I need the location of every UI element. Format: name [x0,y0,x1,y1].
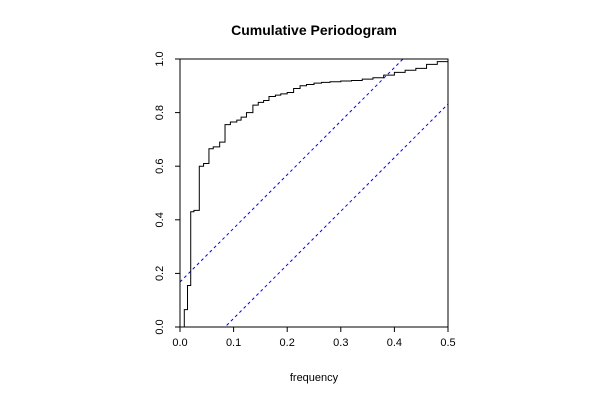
series-layer [180,59,448,327]
y-tick-label: 0.4 [154,212,166,227]
x-tick-label: 0.5 [440,337,455,349]
cumulative-periodogram-line [180,59,448,327]
x-tick-label: 0.0 [172,337,187,349]
y-tick-label: 1.0 [154,51,166,66]
y-tick-label: 0.2 [154,266,166,281]
x-tick-label: 0.3 [333,337,348,349]
y-tick-label: 0.8 [154,105,166,120]
confidence-band-line-2 [224,103,448,327]
x-axis-label: frequency [290,372,339,384]
confidence-band-line-1 [180,59,404,283]
chart-title: Cumulative Periodogram [231,22,397,38]
x-tick-label: 0.1 [226,337,241,349]
y-axis: 0.0 0.2 0.4 0.6 0.8 1.0 [154,51,180,335]
y-tick-label: 0.6 [154,159,166,174]
plot-frame [179,58,449,328]
x-tick-label: 0.4 [387,337,402,349]
x-tick-label: 0.2 [280,337,295,349]
x-axis: 0.0 0.1 0.2 0.3 0.4 0.5 [172,327,456,349]
y-tick-label: 0.0 [154,319,166,334]
